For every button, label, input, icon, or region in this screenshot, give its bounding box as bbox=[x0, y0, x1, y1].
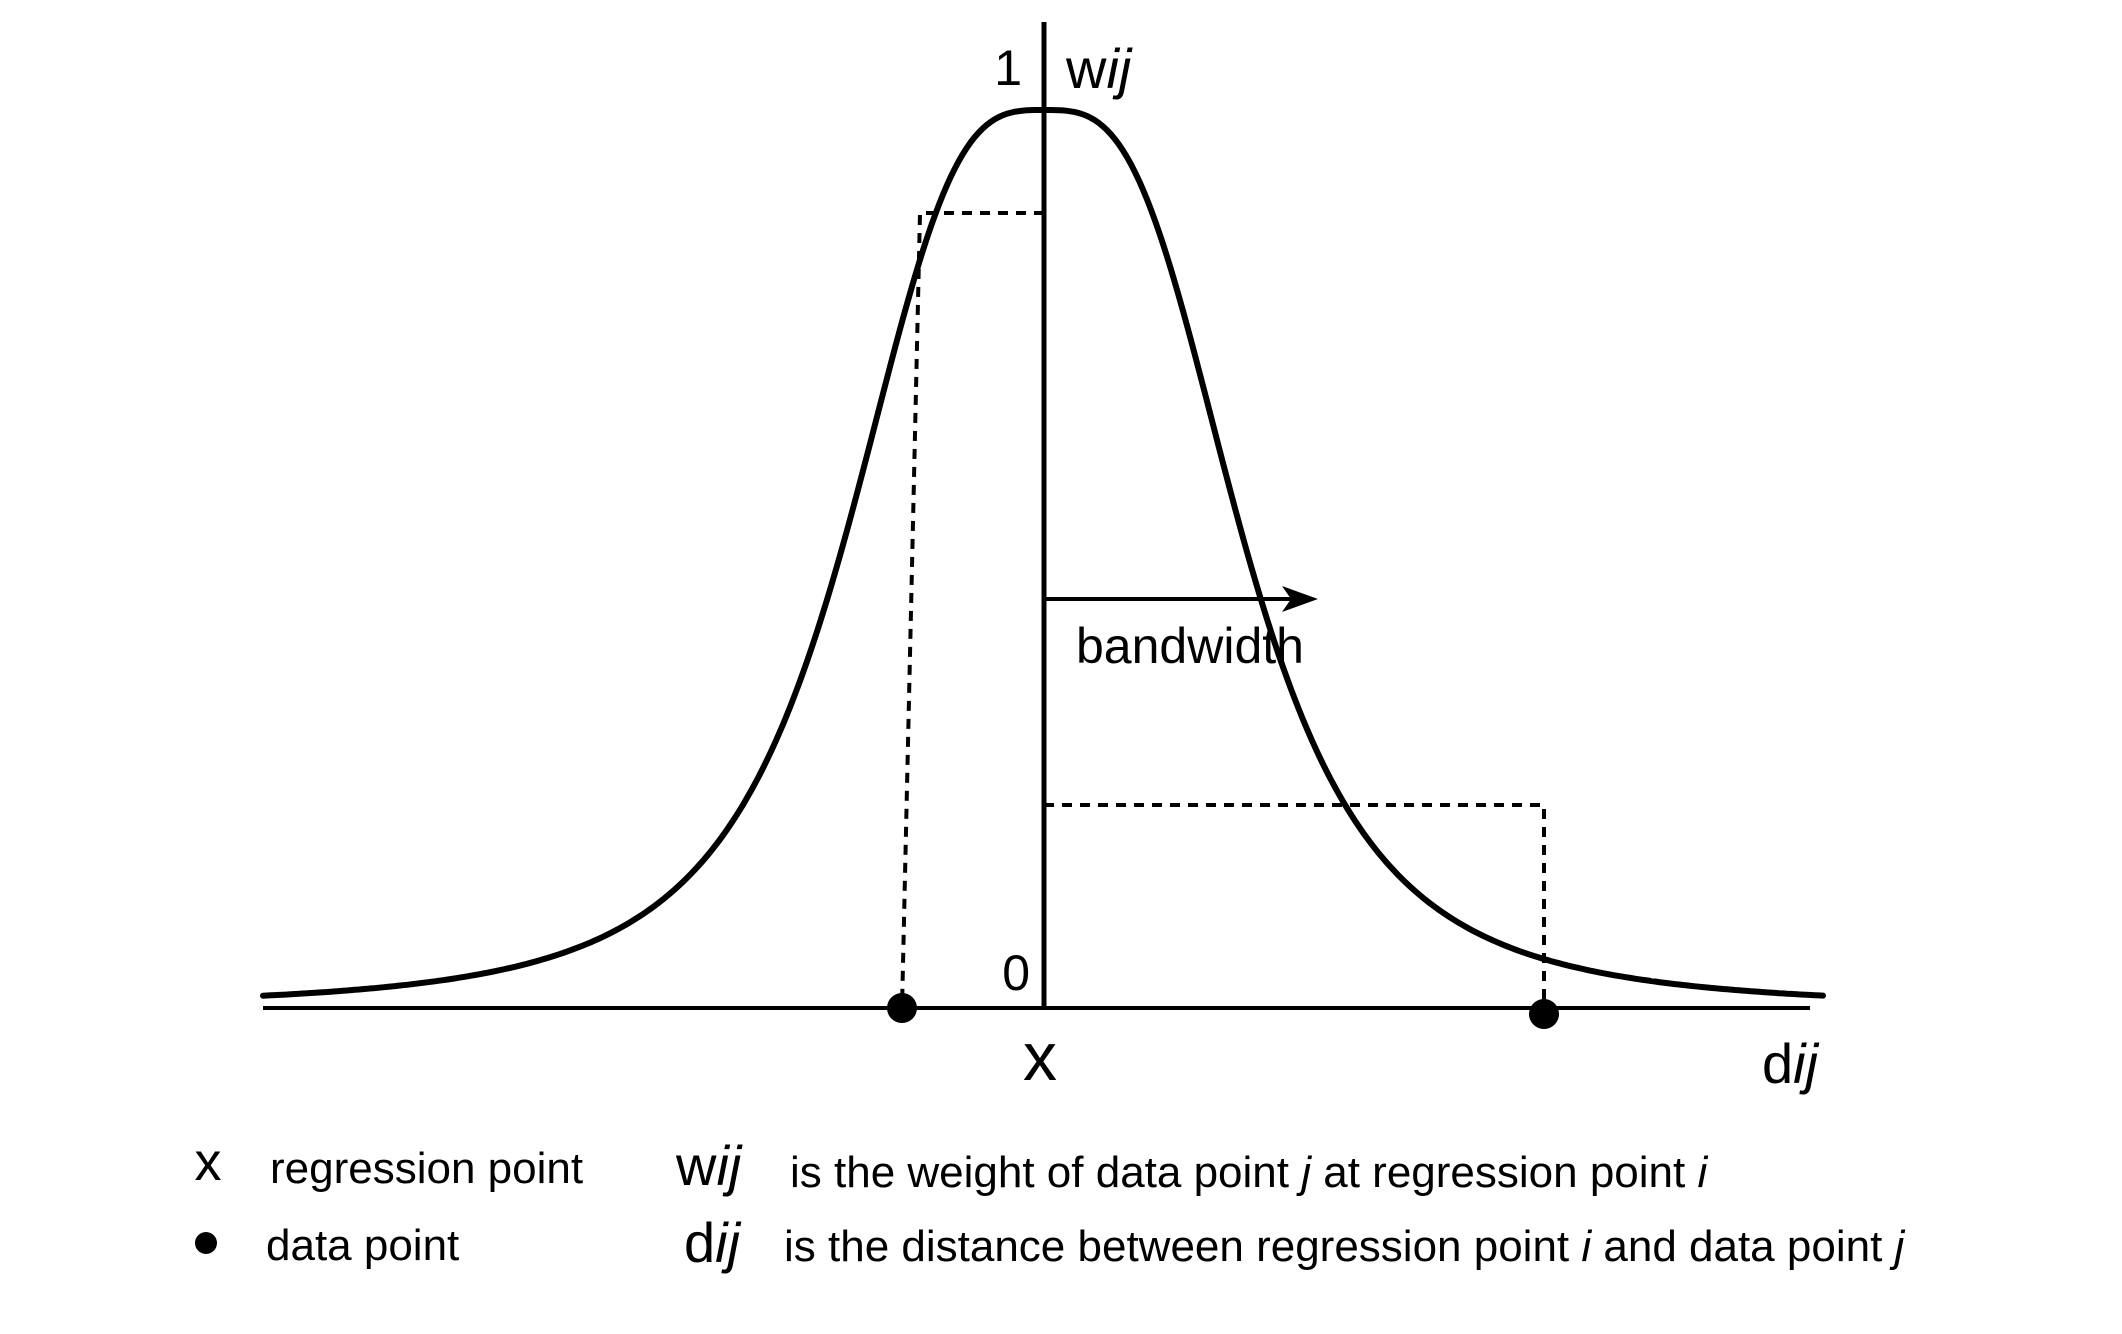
y-axis-zero-label: 0 bbox=[1002, 945, 1030, 1001]
legend-regression-label: regression point bbox=[270, 1144, 583, 1193]
regression-point-marker: x bbox=[1023, 1019, 1057, 1095]
legend-data-marker bbox=[195, 1232, 217, 1254]
legend-regression-marker: x bbox=[195, 1132, 222, 1192]
data-point-left bbox=[887, 993, 917, 1023]
legend: x regression point data point wij is the… bbox=[195, 1132, 1906, 1274]
y-axis-top-label: 1 bbox=[994, 40, 1022, 96]
left-dashed-guide bbox=[900, 211, 1044, 1009]
y-axis-name: wij bbox=[1065, 37, 1133, 100]
legend-data-label: data point bbox=[266, 1221, 459, 1270]
bandwidth-arrowhead bbox=[1282, 586, 1318, 612]
legend-d-symbol: dij bbox=[684, 1211, 742, 1274]
right-dashed-guide bbox=[1044, 803, 1546, 1008]
legend-w-definition: is the weight of data point j at regress… bbox=[790, 1148, 1708, 1197]
bandwidth-label: bandwidth bbox=[1076, 618, 1304, 674]
legend-w-symbol: wij bbox=[675, 1134, 743, 1197]
legend-d-definition: is the distance between regression point… bbox=[784, 1222, 1906, 1271]
x-axis-name: dij bbox=[1762, 1032, 1820, 1095]
data-point-right bbox=[1529, 999, 1559, 1029]
